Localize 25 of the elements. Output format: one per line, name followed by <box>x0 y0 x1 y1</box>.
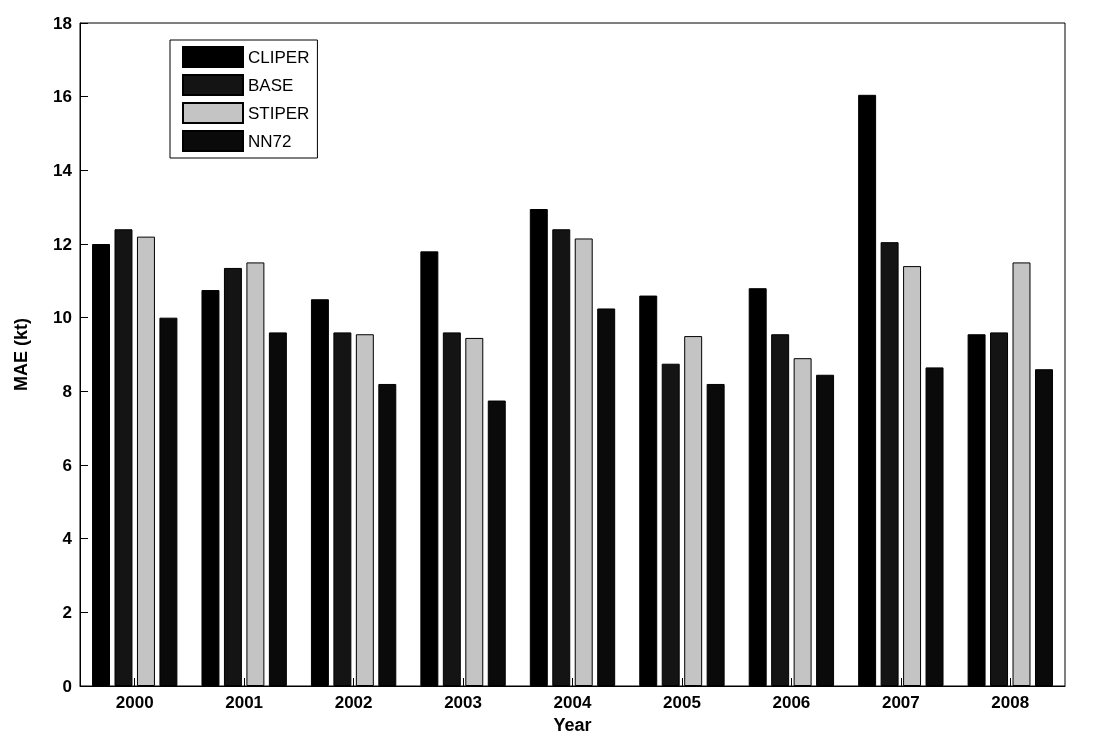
x-tick-label: 2000 <box>115 693 154 712</box>
x-tick-label: 2006 <box>772 693 811 712</box>
legend-label: BASE <box>248 75 294 95</box>
x-tick-label: 2008 <box>991 693 1030 712</box>
y-tick-label: 4 <box>62 529 73 549</box>
y-tick-label: 12 <box>53 234 72 254</box>
legend-label: STIPER <box>248 103 310 123</box>
x-axis-title: Year <box>553 715 592 735</box>
x-tick-label: 2007 <box>881 693 920 712</box>
y-tick-label: 6 <box>62 455 72 475</box>
x-tick-label: 2005 <box>663 693 701 712</box>
y-tick-label: 16 <box>53 87 72 107</box>
y-tick-label: 8 <box>62 381 72 401</box>
y-tick-label: 2 <box>62 602 72 622</box>
y-tick-label: 18 <box>53 13 72 33</box>
legend-label: CLIPER <box>248 47 310 67</box>
x-tick-label: 2004 <box>553 693 592 712</box>
y-tick-label: 14 <box>53 160 73 180</box>
y-tick-label: 0 <box>62 676 72 696</box>
x-tick-label: 2002 <box>334 693 373 712</box>
y-tick-label: 10 <box>53 308 72 328</box>
y-axis-title: MAE (kt) <box>11 318 31 391</box>
legend-label: NN72 <box>248 131 292 151</box>
x-tick-label: 2003 <box>444 693 482 712</box>
x-tick-label: 2001 <box>225 693 264 712</box>
